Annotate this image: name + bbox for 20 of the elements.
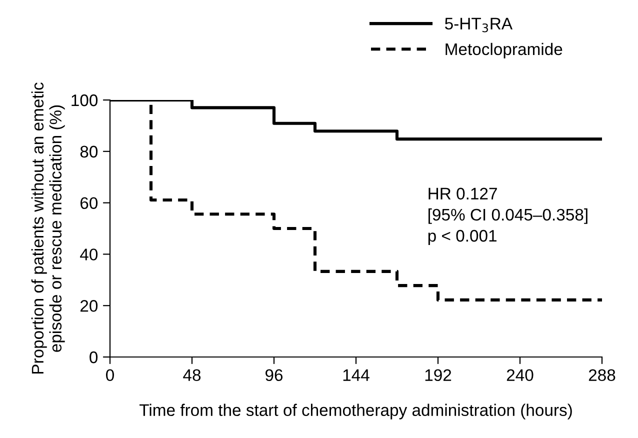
y-tick-label: 60 xyxy=(80,197,98,210)
y-tick-label: 0 xyxy=(90,351,98,364)
y-tick-label: 20 xyxy=(80,300,98,312)
annotation: p < 0.001 xyxy=(428,230,496,246)
x-tick-label: 96 xyxy=(266,369,283,382)
y-tick-label: 40 xyxy=(80,248,98,260)
x-axis-title: Time from the start of chemotherapy administration (hours) xyxy=(139,404,572,420)
x-tick-label: 240 xyxy=(506,369,534,382)
x-tick-label: 192 xyxy=(425,369,452,382)
y-axis-title: Proportion of patients without an emetic episode or rescue medication (%) xyxy=(31,82,65,374)
y-tick-label: 100 xyxy=(72,94,98,106)
legend-label: 5-HT$_{3}$RA xyxy=(445,18,513,32)
x-tick-label: 288 xyxy=(588,369,616,382)
legend-label: Metoclopramide xyxy=(446,42,562,58)
annotation: [95% CI 0.045–0.358] xyxy=(428,208,588,224)
x-tick-label: 48 xyxy=(183,369,201,382)
x-tick-label: 0 xyxy=(106,369,114,382)
x-tick-label: 144 xyxy=(343,369,370,381)
y-tick-label: 80 xyxy=(80,146,98,158)
annotation: HR 0.127 xyxy=(428,188,497,200)
